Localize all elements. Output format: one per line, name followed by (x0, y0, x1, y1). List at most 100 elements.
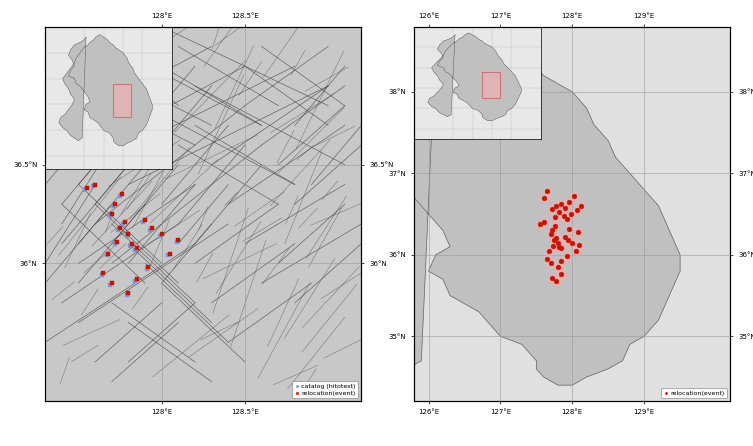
Point (546, 227, 558, 234)
Point (546, 274, 558, 281)
Legend: relocation(event): relocation(event) (661, 388, 727, 398)
Point (555, 271, 567, 278)
Point (549, 223, 561, 230)
Point (543, 247, 555, 254)
Point (137, 219, 149, 226)
Legend: catalog (hitotest), relocation(event): catalog (hitotest), relocation(event) (292, 381, 358, 398)
Point (534, 220, 546, 227)
Point (131, 244, 143, 251)
Point (546, 274, 558, 281)
Point (550, 234, 562, 241)
Point (117, 220, 130, 227)
Point (565, 211, 577, 218)
Point (89, 181, 101, 188)
Point (562, 198, 575, 206)
Point (552, 264, 564, 271)
Point (131, 276, 143, 283)
Point (570, 247, 582, 254)
Point (156, 230, 168, 237)
Point (97, 270, 109, 277)
Point (571, 206, 583, 214)
Point (546, 227, 558, 234)
Point (549, 214, 561, 221)
Point (568, 193, 580, 200)
Point (123, 230, 135, 237)
Point (541, 188, 553, 195)
Point (558, 212, 570, 219)
Point (109, 201, 121, 208)
Point (544, 260, 556, 267)
Point (164, 250, 176, 257)
Point (553, 209, 566, 216)
Point (552, 239, 564, 246)
Point (549, 214, 561, 221)
Point (129, 246, 141, 253)
Point (119, 219, 131, 226)
Point (562, 225, 575, 232)
Point (534, 220, 546, 227)
Point (141, 266, 153, 273)
Point (550, 277, 562, 285)
Point (548, 236, 560, 244)
Point (553, 209, 566, 216)
Point (572, 228, 584, 235)
Point (163, 252, 175, 259)
Point (105, 211, 117, 218)
Point (570, 247, 582, 254)
Point (559, 204, 571, 211)
Point (556, 258, 568, 265)
Point (541, 188, 553, 195)
Point (120, 232, 133, 240)
Point (111, 238, 123, 245)
Point (109, 240, 121, 247)
Point (548, 236, 560, 244)
Point (544, 260, 556, 267)
Point (550, 202, 562, 210)
Point (555, 271, 567, 278)
Point (556, 245, 568, 252)
Point (568, 193, 580, 200)
Point (541, 255, 553, 262)
Point (108, 202, 120, 210)
Point (112, 226, 124, 233)
Point (549, 223, 561, 230)
Point (556, 245, 568, 252)
Point (104, 281, 116, 289)
Point (120, 291, 133, 298)
Point (96, 272, 108, 279)
Point (544, 231, 556, 238)
Point (543, 247, 555, 254)
Point (552, 264, 564, 271)
Point (565, 211, 577, 218)
Point (124, 242, 136, 249)
Point (126, 240, 138, 247)
Point (574, 241, 586, 248)
Point (572, 228, 584, 235)
Point (171, 238, 183, 245)
Point (550, 202, 562, 210)
Point (154, 232, 166, 240)
Point (142, 264, 154, 271)
Point (566, 239, 578, 246)
Point (144, 226, 156, 233)
Point (559, 233, 571, 240)
Point (87, 183, 99, 190)
Point (139, 216, 151, 223)
Point (104, 212, 116, 219)
Point (538, 219, 550, 226)
Point (546, 206, 558, 213)
Point (560, 253, 572, 260)
Point (560, 253, 572, 260)
Point (101, 252, 113, 259)
Point (129, 277, 141, 285)
Point (123, 289, 135, 297)
Point (550, 277, 562, 285)
Point (105, 280, 117, 287)
Point (575, 202, 587, 210)
Point (556, 201, 568, 208)
Point (114, 193, 126, 200)
Point (547, 242, 559, 249)
Point (553, 243, 566, 250)
Point (560, 215, 572, 223)
Point (556, 201, 568, 208)
